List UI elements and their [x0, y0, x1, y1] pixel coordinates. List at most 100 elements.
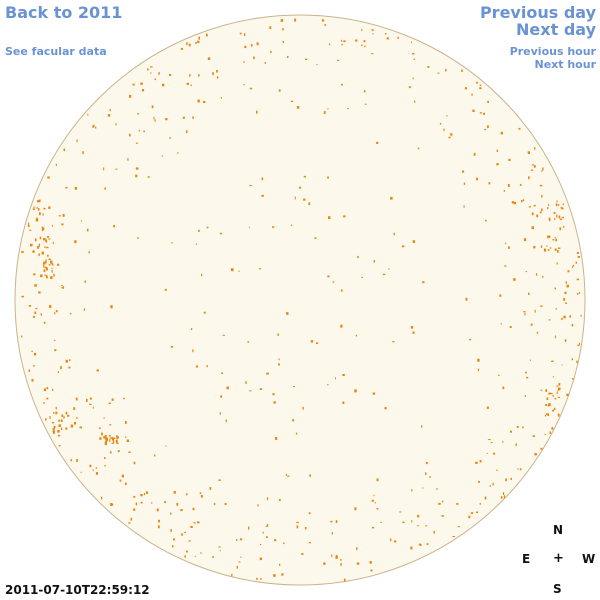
facula-point	[332, 281, 335, 283]
facula-point	[290, 224, 293, 226]
facula-point	[190, 525, 193, 528]
facula-point	[261, 194, 264, 197]
facula-point	[479, 503, 481, 505]
facula-point	[162, 83, 165, 87]
facula-point	[340, 563, 342, 566]
facula-point	[154, 78, 156, 81]
facula-point	[34, 311, 37, 314]
facula-point	[399, 511, 402, 513]
facula-point	[327, 384, 329, 386]
facula-point	[564, 339, 567, 342]
facula-point	[52, 430, 55, 434]
facula-point	[354, 389, 357, 393]
facula-point	[60, 419, 63, 422]
facula-point	[49, 416, 51, 419]
facula-point	[110, 503, 112, 506]
facular-data-link[interactable]: See facular data	[5, 45, 107, 58]
facula-point	[557, 250, 559, 253]
facula-point	[189, 74, 191, 77]
facula-point	[402, 521, 405, 523]
facula-point	[518, 127, 521, 130]
facula-point	[417, 525, 419, 527]
facula-point	[147, 176, 150, 178]
facula-point	[530, 323, 533, 326]
facula-point	[130, 517, 133, 521]
facula-point	[299, 186, 302, 189]
previous-hour-link[interactable]: Previous hour	[509, 45, 596, 58]
facula-point	[555, 308, 557, 310]
previous-day-link[interactable]: Previous day	[479, 3, 596, 22]
facula-point	[525, 271, 528, 273]
facula-point	[170, 512, 172, 515]
facula-point	[340, 324, 343, 328]
facula-point	[540, 389, 543, 391]
facula-point	[426, 543, 429, 545]
facula-point	[390, 538, 392, 542]
facula-point	[496, 469, 498, 471]
facula-point	[46, 246, 49, 249]
facula-point	[46, 387, 49, 390]
next-hour-link[interactable]: Next hour	[534, 58, 597, 71]
facula-point	[563, 315, 566, 319]
facula-point	[154, 119, 156, 122]
facula-point	[363, 40, 366, 43]
facula-point	[69, 313, 72, 315]
facula-point	[316, 342, 319, 344]
facula-point	[545, 404, 547, 406]
facula-point	[500, 323, 502, 325]
facula-point	[45, 260, 47, 264]
facula-point	[565, 281, 567, 284]
facula-point	[60, 366, 62, 370]
back-to-year-link[interactable]: Back to 2011	[5, 3, 123, 22]
facula-point	[412, 331, 415, 334]
facula-point	[541, 194, 543, 198]
facula-point	[548, 217, 551, 220]
next-day-link[interactable]: Next day	[516, 20, 596, 39]
facula-point	[117, 450, 120, 452]
facula-point	[55, 406, 57, 410]
facula-point	[206, 33, 208, 37]
facula-point	[561, 216, 564, 219]
facula-point	[558, 387, 561, 391]
facula-point	[418, 543, 421, 546]
facula-point	[554, 236, 556, 239]
facula-point	[266, 372, 269, 375]
facula-point	[259, 388, 262, 390]
facula-point	[266, 524, 269, 527]
facula-point	[125, 482, 127, 485]
facula-point	[29, 229, 32, 231]
facula-point	[28, 369, 30, 372]
facula-point	[96, 369, 99, 372]
facula-point	[45, 259, 47, 261]
facula-point	[446, 115, 448, 117]
facula-point	[46, 276, 48, 279]
facula-point	[488, 439, 491, 441]
facula-point	[468, 515, 471, 519]
facula-point	[457, 526, 460, 528]
facula-point	[437, 72, 440, 74]
facula-point	[197, 521, 200, 524]
facula-point	[32, 250, 35, 253]
facula-point	[540, 305, 543, 307]
facula-point	[279, 563, 281, 566]
facula-point	[243, 61, 245, 63]
facula-point	[477, 358, 480, 362]
facula-point	[61, 414, 64, 417]
facula-point	[541, 276, 544, 278]
facula-point	[483, 112, 485, 115]
facula-point	[563, 226, 565, 228]
facula-point	[52, 241, 54, 245]
facula-point	[558, 383, 561, 386]
facula-point	[41, 228, 43, 232]
facula-point	[549, 218, 551, 222]
facula-point	[141, 89, 145, 92]
facula-point	[456, 503, 459, 505]
facula-point	[218, 546, 221, 548]
facula-point	[248, 226, 250, 228]
facula-point	[195, 243, 197, 245]
facula-point	[301, 553, 304, 555]
facula-point	[328, 43, 331, 46]
facula-point	[386, 37, 389, 40]
facula-point	[521, 200, 523, 203]
facula-point	[180, 509, 183, 512]
